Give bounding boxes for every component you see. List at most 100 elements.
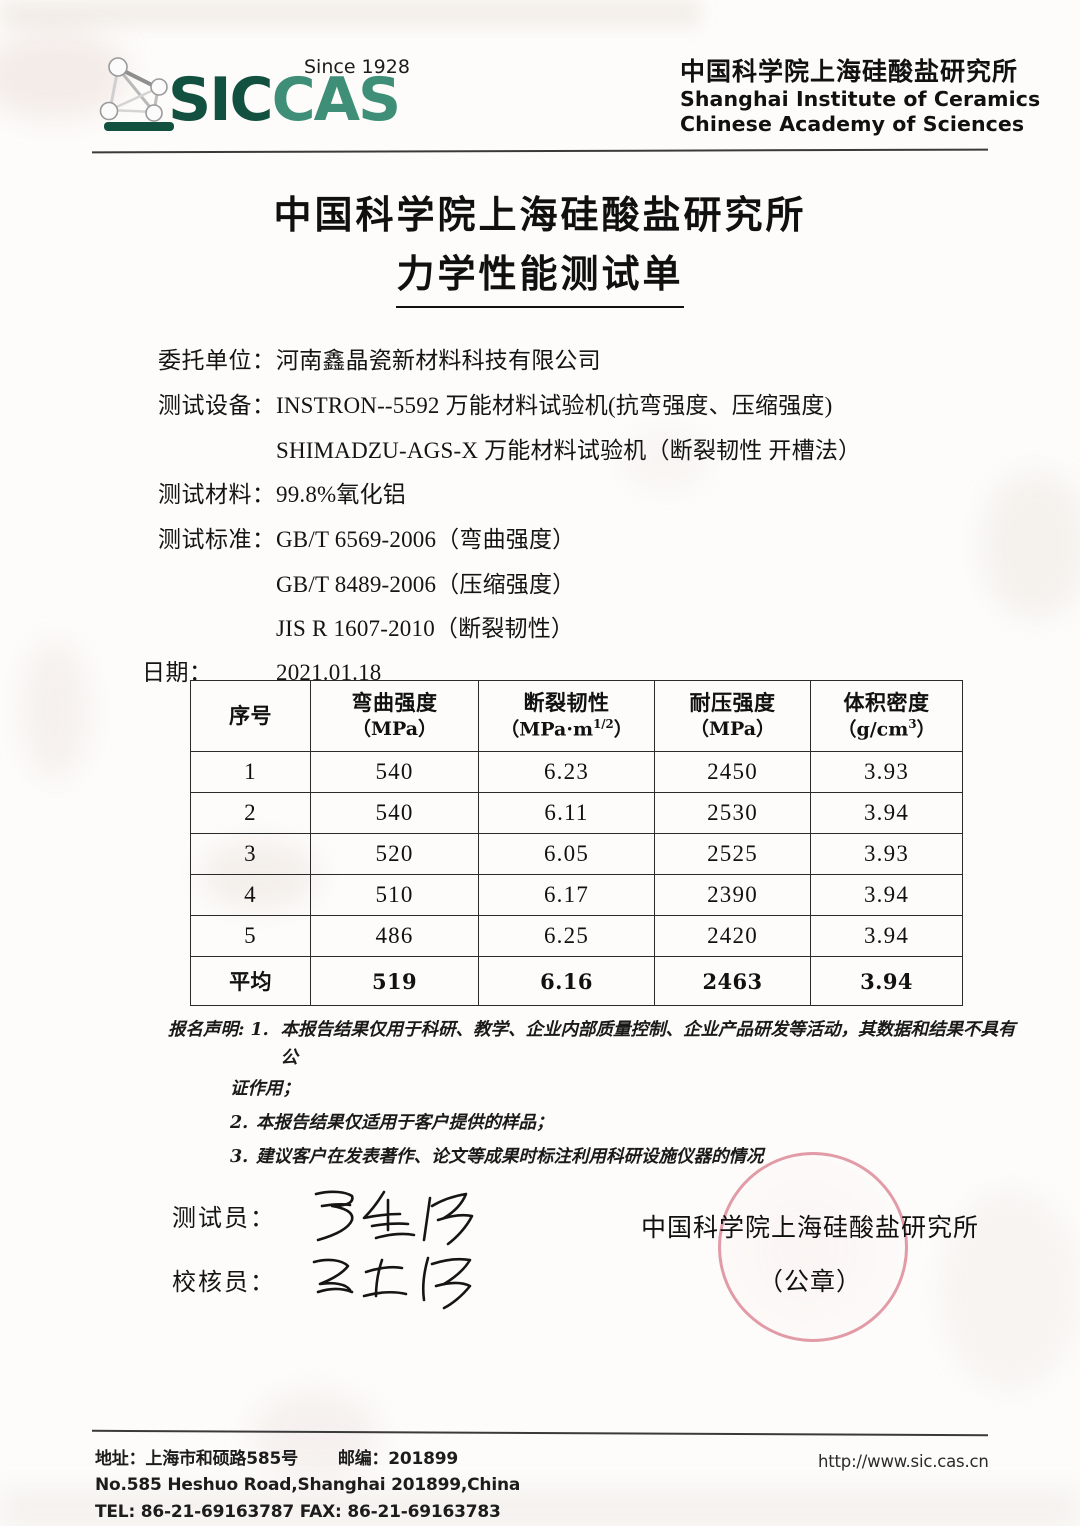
cell-flexural: 540: [310, 751, 479, 793]
table-header: 序号 弯曲强度 （MPa） 断裂韧性 （MPa·m1/2） 耐压强度 （MPa）: [190, 680, 963, 752]
table-row: 5 486 6.25 2420 3.94: [190, 915, 963, 957]
note-item-3: 3. 建议客户在发表著作、论文等成果时标注利用科研设施仪器的情况: [168, 1143, 1018, 1171]
footer-tel-fax: TEL: 86-21-69163787 FAX: 86-21-69163783: [95, 1501, 501, 1522]
field-equipment: 测试设备： INSTRON--5592 万能材料试验机(抗弯强度、压缩强度): [158, 390, 978, 422]
cell-no: 3: [190, 833, 311, 875]
col-header-density-unit: （g/cm3）: [837, 717, 936, 741]
checker-signature-ink: [312, 1256, 472, 1310]
col-header-toughness-name: 断裂韧性: [523, 690, 610, 716]
col-header-flexural-name: 弯曲强度: [351, 690, 438, 716]
field-material: 测试材料： 99.8%氧化铝: [158, 479, 978, 511]
client-label: 委托单位：: [158, 348, 276, 374]
field-standard-2: GB/T 8489-2006（压缩强度）: [158, 569, 978, 600]
cell-toughness: 6.11: [478, 792, 655, 834]
cell-average-density: 3.94: [810, 956, 963, 1006]
cell-average-label: 平均: [190, 956, 311, 1006]
standard-label: 测试标准：: [158, 527, 276, 554]
official-seal-ring: [718, 1152, 908, 1342]
footer-address-en: No.585 Heshuo Road,Shanghai 201899,China: [95, 1475, 521, 1496]
cell-toughness: 6.05: [478, 833, 655, 875]
organization-block: 中国科学院上海硅酸盐研究所 Shanghai Institute of Cera…: [680, 56, 1040, 137]
note-item-2: 2. 本报告结果仅适用于客户提供的样品；: [168, 1109, 1018, 1137]
cell-toughness: 6.23: [478, 751, 655, 793]
col-header-compressive-name: 耐压强度: [689, 690, 776, 716]
col-header-density-name: 体积密度: [843, 690, 930, 716]
cell-density: 3.93: [810, 751, 963, 793]
tester-signature-ink: [314, 1190, 474, 1246]
field-standard-3: JIS R 1607-2010（断裂韧性）: [158, 613, 978, 644]
date-label-char1: 日: [142, 660, 166, 687]
col-header-compressive: 耐压强度 （MPa）: [654, 680, 811, 752]
footer-contact: 地址：上海市和硕路585号 邮编：201899 No.585 Heshuo Roa…: [95, 1446, 520, 1525]
note-1-number: 1.: [250, 1020, 269, 1040]
title-line-1: 中国科学院上海硅酸盐研究所: [273, 192, 807, 237]
seal-note: （公章）: [757, 1267, 862, 1296]
paper-stain: [20, 640, 90, 780]
field-client: 委托单位： 河南鑫晶瓷新材料科技有限公司: [158, 345, 978, 377]
table-row-average: 平均 519 6.16 2463 3.94: [190, 956, 963, 1006]
note-3-text: 建议客户在发表著作、论文等成果时标注利用科研设施仪器的情况: [256, 1147, 764, 1168]
col-header-toughness: 断裂韧性 （MPa·m1/2）: [478, 680, 655, 752]
note-2-text: 本报告结果仅适用于客户提供的样品；: [256, 1113, 554, 1134]
cell-flexural: 510: [310, 874, 479, 916]
signature-row-checker: 校核员：: [172, 1256, 502, 1326]
equipment-label: 测试设备：: [158, 393, 276, 420]
col-header-toughness-unit: （MPa·m1/2）: [500, 717, 633, 741]
signature-row-tester: 测试员：: [172, 1190, 502, 1262]
cell-average-flexural: 519: [310, 956, 479, 1006]
logo-word-light: CAS: [271, 65, 402, 135]
cell-compressive: 2525: [654, 833, 811, 875]
org-name-en-line2: Chinese Academy of Sciences: [680, 112, 1025, 137]
siccas-wordmark: SICCAS: [168, 70, 401, 130]
footer-address-cn: 地址：上海市和硕路585号: [95, 1449, 298, 1469]
table-row: 2 540 6.11 2530 3.94: [190, 792, 963, 834]
table-row: 1 540 6.23 2450 3.93: [190, 751, 963, 793]
col-header-no-name: 序号: [229, 702, 272, 728]
note-item-1: 报名声明: 1. 本报告结果仅用于科研、教学、企业内部质量控制、企业产品研发等活…: [168, 1016, 1018, 1073]
cell-average-toughness: 6.16: [478, 956, 655, 1006]
cell-flexural: 486: [310, 915, 479, 957]
footer-zip-cn: 邮编：201899: [337, 1449, 459, 1469]
cell-no: 4: [190, 874, 311, 916]
standard-value-1: GB/T 6569-2006（弯曲强度）: [276, 527, 576, 553]
cell-no: 5: [190, 915, 311, 957]
note-2-number: 2.: [230, 1113, 249, 1134]
tetrahedron-molecule-icon: [99, 57, 174, 131]
table-body: 1 540 6.23 2450 3.93 2 540 6.11 2530 3.9…: [190, 751, 963, 1006]
standard-value-3: JIS R 1607-2010（断裂韧性）: [276, 616, 575, 642]
tester-label: 测试员：: [172, 1204, 276, 1232]
standard-value-2: GB/T 8489-2006（压缩强度）: [276, 572, 576, 598]
footer-website[interactable]: http://www.sic.cas.cn: [818, 1452, 989, 1471]
material-label: 测试材料：: [158, 482, 276, 509]
material-value: 99.8%氧化铝: [276, 482, 407, 508]
header-divider: [91, 148, 989, 154]
cell-toughness: 6.17: [478, 874, 655, 916]
client-value: 河南鑫晶瓷新材料科技有限公司: [276, 348, 601, 373]
signature-block: 测试员： 校核员：: [172, 1190, 502, 1326]
cell-no: 1: [190, 751, 311, 793]
seal-org-name: 中国科学院上海硅酸盐研究所: [640, 1213, 979, 1242]
org-name-en-line1: Shanghai Institute of Ceramics: [680, 87, 1041, 112]
cell-compressive: 2390: [654, 874, 811, 916]
cell-density: 3.93: [810, 833, 963, 875]
cell-toughness: 6.25: [478, 915, 655, 957]
field-standard: 测试标准： GB/T 6569-2006（弯曲强度）: [158, 524, 978, 556]
table-header-row: 序号 弯曲强度 （MPa） 断裂韧性 （MPa·m1/2） 耐压强度 （MPa）: [190, 680, 963, 752]
cell-density: 3.94: [810, 915, 963, 957]
letterhead: SICCAS Since 1928 中国科学院上海硅酸盐研究所 Shanghai…: [0, 0, 1080, 160]
cell-density: 3.94: [810, 792, 963, 834]
notes-heading: 报名声明:: [168, 1020, 245, 1040]
equipment-value-1: INSTRON--5592 万能材料试验机(抗弯强度、压缩强度): [276, 393, 833, 419]
cell-density: 3.94: [810, 874, 963, 916]
footer-line-1: 地址：上海市和硕路585号 邮编：201899: [95, 1446, 520, 1472]
results-table: 序号 弯曲强度 （MPa） 断裂韧性 （MPa·m1/2） 耐压强度 （MPa）: [190, 680, 963, 1006]
cell-flexural: 520: [310, 833, 479, 875]
table-row: 3 520 6.05 2525 3.93: [190, 833, 963, 875]
table-row: 4 510 6.17 2390 3.94: [190, 874, 963, 916]
cell-average-compressive: 2463: [654, 956, 811, 1006]
note-1-text: 本报告结果仅用于科研、教学、企业内部质量控制、企业产品研发等活动，其数据和结果不…: [280, 1020, 1016, 1069]
col-header-density: 体积密度 （g/cm3）: [810, 680, 963, 752]
col-header-no: 序号: [190, 680, 311, 752]
logo-word-dark: SIC: [168, 65, 274, 135]
